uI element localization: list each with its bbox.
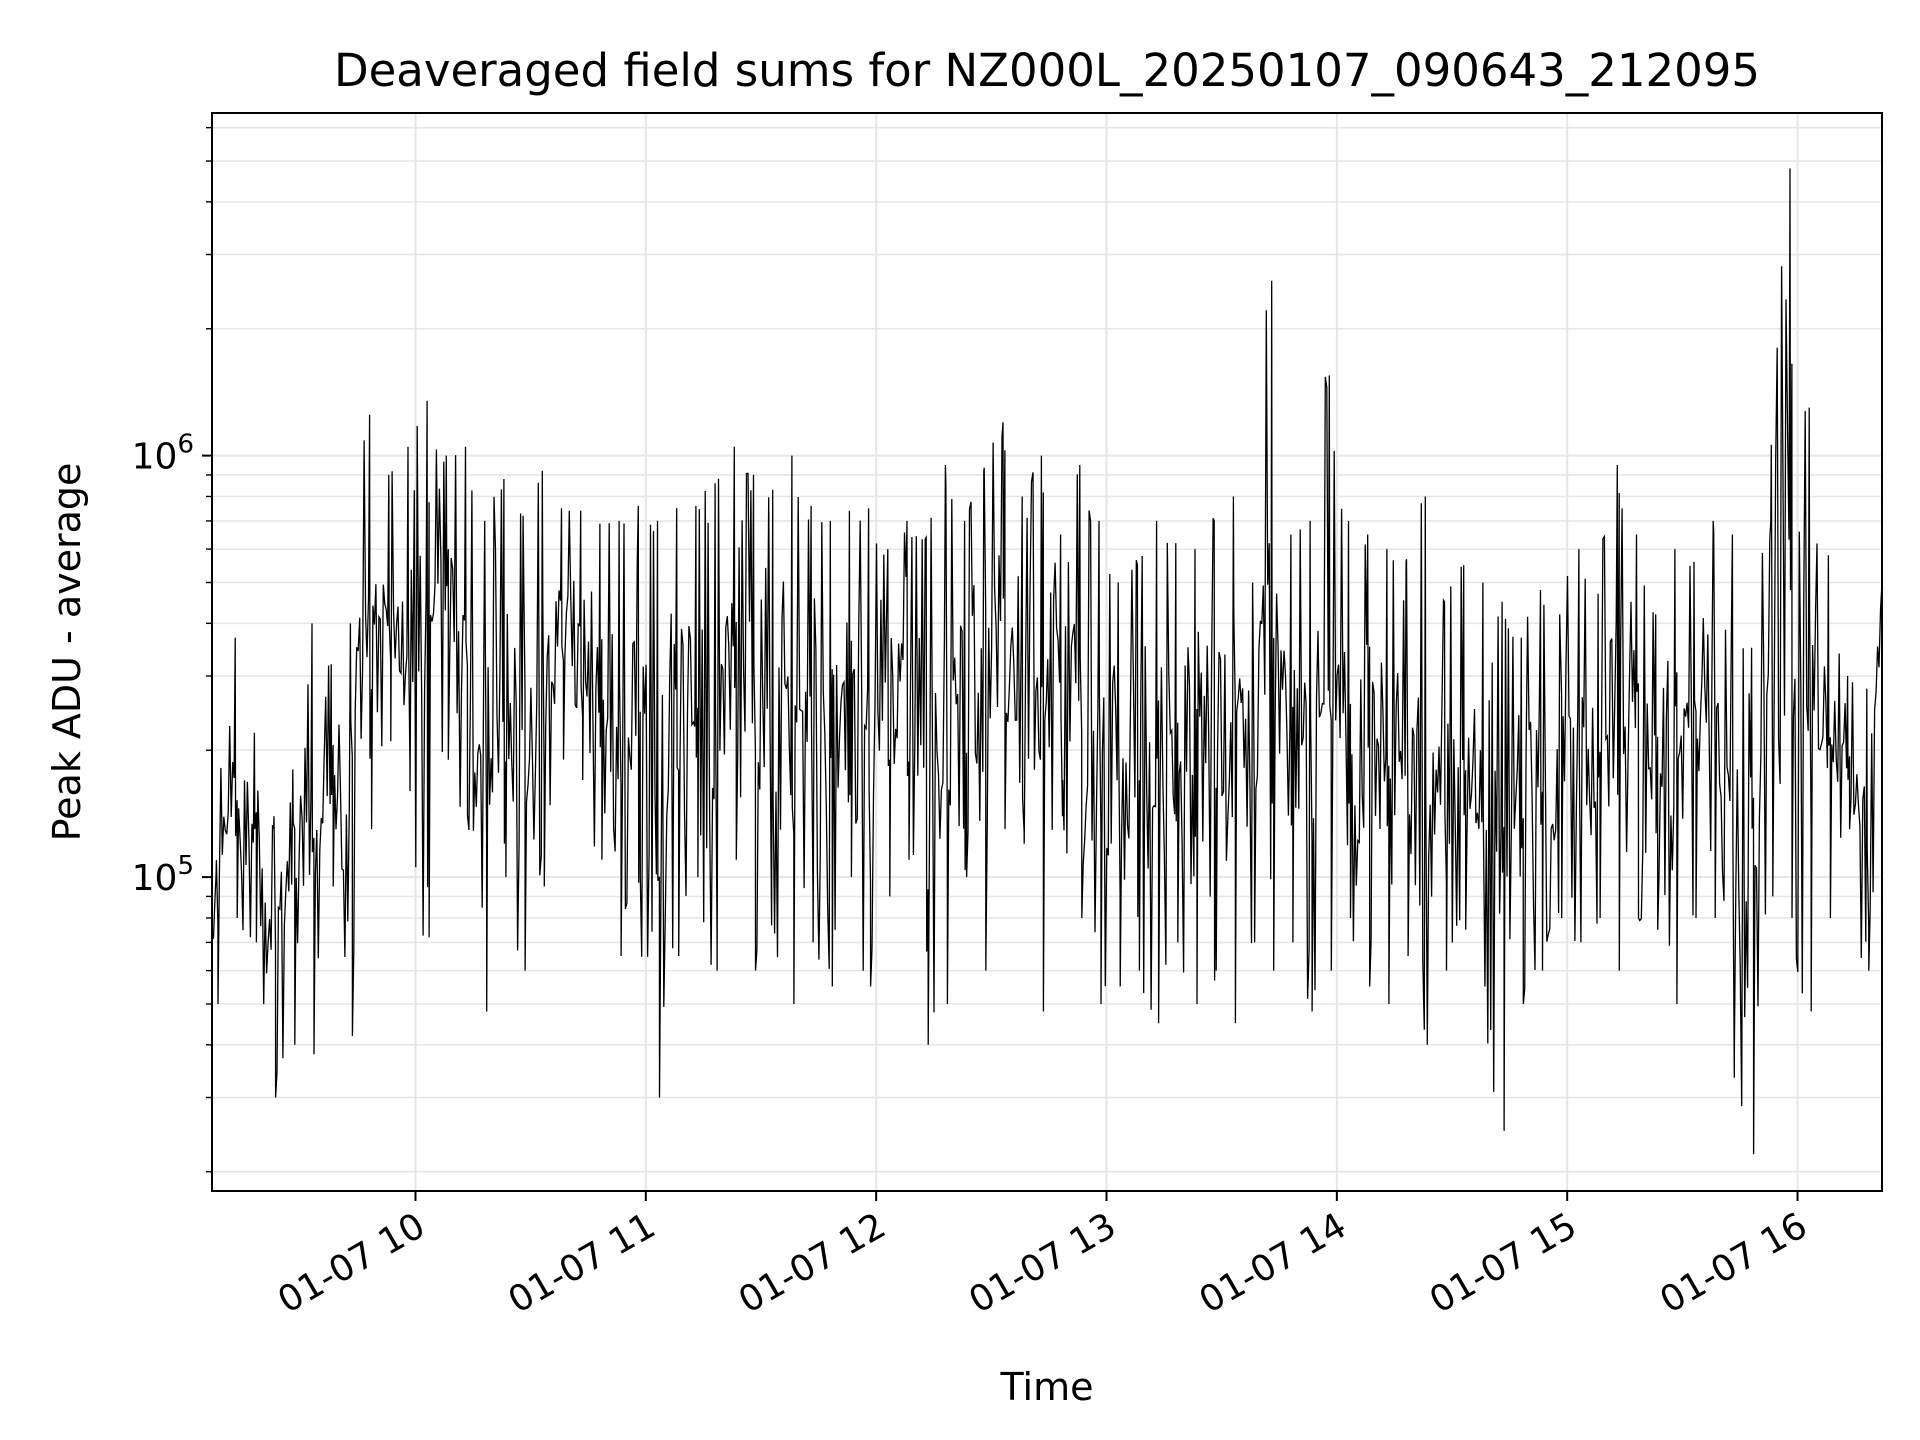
y-tick-base: 10 xyxy=(132,858,178,899)
y-tick-label: 106 xyxy=(132,430,194,478)
series-line xyxy=(212,168,1882,1155)
plot-frame xyxy=(211,112,1883,1192)
y-tick-label: 105 xyxy=(132,851,194,899)
y-axis-label: Peak ADU - average xyxy=(45,463,89,842)
data-series xyxy=(212,168,1882,1155)
axis-ticks xyxy=(202,126,1799,1201)
chart-title: Deaveraged field sums for NZ000L_2025010… xyxy=(334,44,1760,97)
plot-area xyxy=(212,168,1882,1155)
y-tick-base: 10 xyxy=(132,437,178,478)
y-tick-exponent: 6 xyxy=(177,430,194,460)
y-tick-exponent: 5 xyxy=(177,851,194,881)
x-axis-label: Time xyxy=(1000,1365,1094,1409)
